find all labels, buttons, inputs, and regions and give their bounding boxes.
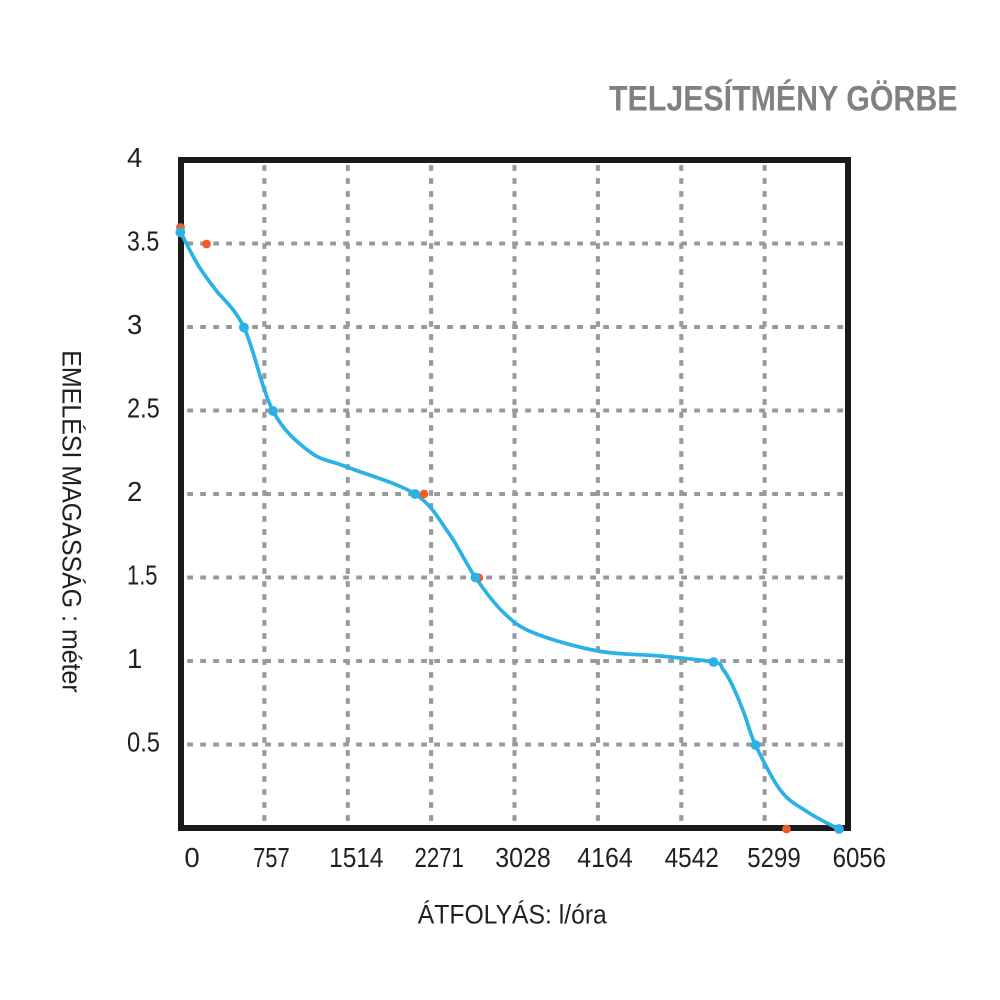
- svg-text:4164: 4164: [577, 842, 633, 873]
- svg-text:6056: 6056: [833, 842, 886, 873]
- svg-text:5299: 5299: [747, 842, 800, 873]
- svg-text:0.5: 0.5: [127, 726, 160, 757]
- svg-text:EMELÉSI MAGASSÁG : méter: EMELÉSI MAGASSÁG : méter: [57, 350, 87, 693]
- svg-text:ÁTFOLYÁS: l/óra: ÁTFOLYÁS: l/óra: [418, 900, 608, 930]
- svg-text:0: 0: [184, 842, 199, 873]
- svg-text:3028: 3028: [495, 842, 551, 873]
- svg-text:4: 4: [127, 142, 142, 173]
- svg-text:4542: 4542: [665, 842, 719, 873]
- svg-text:1: 1: [127, 643, 142, 674]
- svg-text:1.5: 1.5: [127, 559, 158, 590]
- svg-text:2.5: 2.5: [127, 392, 160, 423]
- svg-text:TELJESÍTMÉNY GÖRBE: TELJESÍTMÉNY GÖRBE: [609, 79, 958, 119]
- svg-text:2: 2: [127, 476, 142, 507]
- svg-text:2271: 2271: [415, 842, 464, 873]
- svg-text:3.5: 3.5: [127, 225, 159, 256]
- svg-text:757: 757: [253, 842, 290, 873]
- svg-text:3: 3: [127, 309, 142, 340]
- svg-text:1514: 1514: [329, 842, 383, 873]
